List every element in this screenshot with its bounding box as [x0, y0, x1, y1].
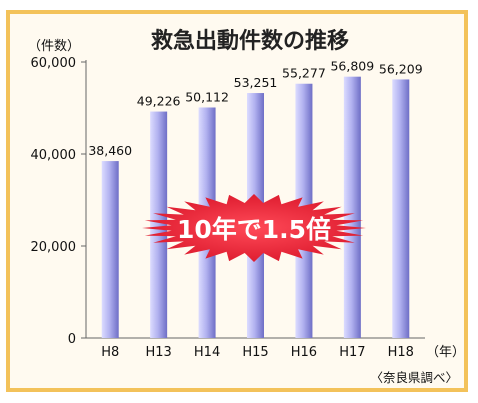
data-label: 56,209: [379, 61, 423, 76]
y-tick-label: 60,000: [31, 56, 77, 71]
y-tick-label: 40,000: [31, 148, 77, 163]
x-ticks: H8 H13 H14 H15 H16 H17 H18: [101, 345, 414, 360]
data-label: 49,226: [137, 94, 181, 109]
bar-h13: [150, 111, 168, 339]
y-unit-label: （件数）: [28, 39, 80, 54]
x-tick-label: H15: [242, 345, 268, 360]
x-tick-label: H13: [145, 345, 171, 360]
annotation-badge: 10年で1.5倍: [142, 194, 366, 262]
y-ticks: 0 20,000 40,000 60,000: [31, 56, 86, 347]
x-tick-label: H17: [339, 345, 365, 360]
data-label: 55,277: [282, 66, 326, 81]
data-label: 56,809: [330, 59, 374, 74]
y-tick-label: 0: [68, 332, 76, 347]
bar-h18: [392, 79, 410, 338]
x-tick-label: H16: [291, 345, 317, 360]
bar-h8: [101, 161, 119, 338]
x-tick-label: H18: [388, 345, 414, 360]
bar-h17: [343, 76, 361, 339]
data-label: 50,112: [185, 89, 229, 104]
annotation-text: 10年で1.5倍: [177, 215, 331, 244]
y-tick-label: 20,000: [31, 240, 77, 255]
x-unit-label: （年）: [426, 345, 465, 360]
data-labels: 38,460 49,226 50,112 53,251 55,277 56,809 56,2…: [88, 59, 422, 158]
data-label: 53,251: [234, 75, 278, 90]
data-label: 38,460: [88, 143, 132, 158]
source-note: 〈奈良県調べ〉: [370, 370, 458, 385]
x-tick-label: H8: [101, 345, 119, 360]
x-tick-label: H14: [194, 345, 220, 360]
starburst-shape: [142, 194, 366, 262]
chart-title: 救急出動件数の推移: [151, 28, 349, 54]
